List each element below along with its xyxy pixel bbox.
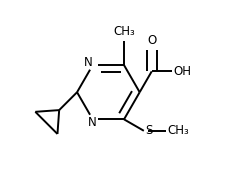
Text: N: N <box>84 56 93 69</box>
Text: O: O <box>147 33 156 47</box>
Text: N: N <box>88 116 97 129</box>
Text: OH: OH <box>173 65 191 78</box>
Text: S: S <box>145 124 152 137</box>
Text: CH₃: CH₃ <box>168 124 189 137</box>
Text: CH₃: CH₃ <box>113 25 135 38</box>
